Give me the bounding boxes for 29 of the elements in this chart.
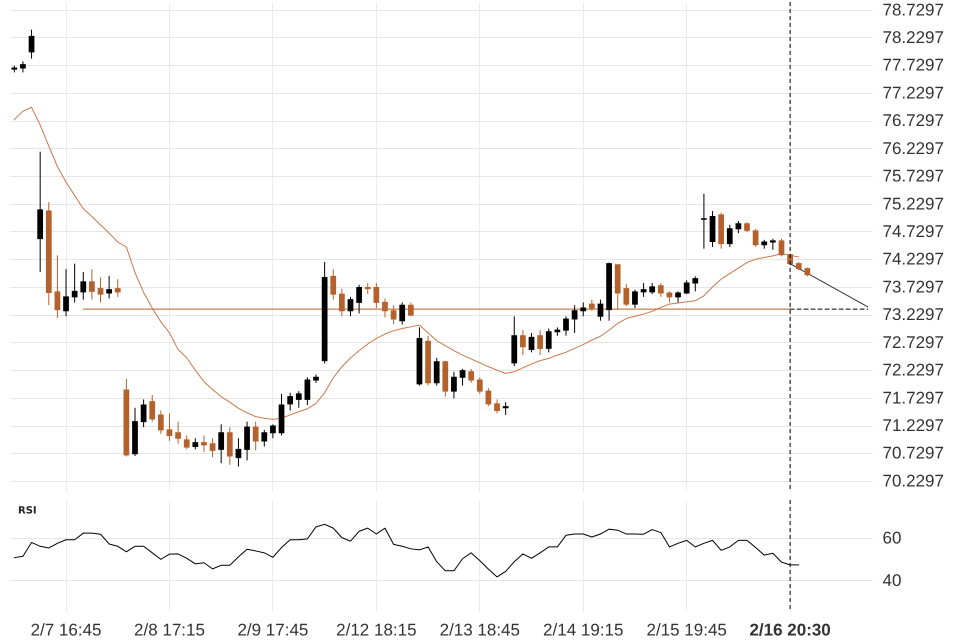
y-tick-label: 75.2297 — [882, 194, 944, 214]
y-tick-label: 73.7297 — [882, 277, 944, 296]
y-tick-label: 78.2297 — [882, 28, 944, 47]
x-tick-label: 2/12 18:15 — [336, 620, 417, 640]
y-tick-label: 70.2297 — [882, 471, 944, 490]
y-tick-label: 77.7297 — [882, 56, 944, 75]
x-tick-label: 2/7 16:45 — [30, 620, 102, 640]
y-tick-label: 40 — [882, 570, 902, 590]
x-tick-label: 2/13 18:45 — [440, 620, 520, 640]
y-tick-label: 71.7297 — [882, 388, 944, 408]
y-tick-label: 60 — [882, 528, 902, 548]
y-tick-label: 74.2297 — [882, 250, 944, 269]
x-tick-label: 2/15 19:45 — [646, 620, 727, 640]
x-tick-label: 2/16 20:30 — [749, 620, 831, 640]
y-tick-label: 72.2297 — [882, 360, 944, 380]
x-tick-label: 2/14 19:15 — [543, 620, 624, 640]
y-tick-label: 71.2297 — [882, 416, 944, 435]
y-tick-label: 77.2297 — [882, 83, 944, 102]
text: RSI — [18, 506, 37, 516]
y-tick-label: 75.7297 — [882, 166, 944, 186]
y-tick-label: 76.2297 — [882, 138, 944, 158]
y-tick-label: 72.7297 — [882, 332, 944, 352]
y-tick-label: 70.7297 — [882, 444, 944, 463]
y-tick-label: 73.2297 — [882, 305, 944, 324]
x-tick-label: 2/9 17:45 — [237, 620, 308, 640]
x-tick-label: 2/8 17:15 — [134, 620, 205, 640]
y-tick-label: 76.7297 — [882, 111, 944, 130]
y-tick-label: 74.7297 — [882, 222, 944, 241]
y-tick-label: 78.7297 — [882, 0, 944, 20]
